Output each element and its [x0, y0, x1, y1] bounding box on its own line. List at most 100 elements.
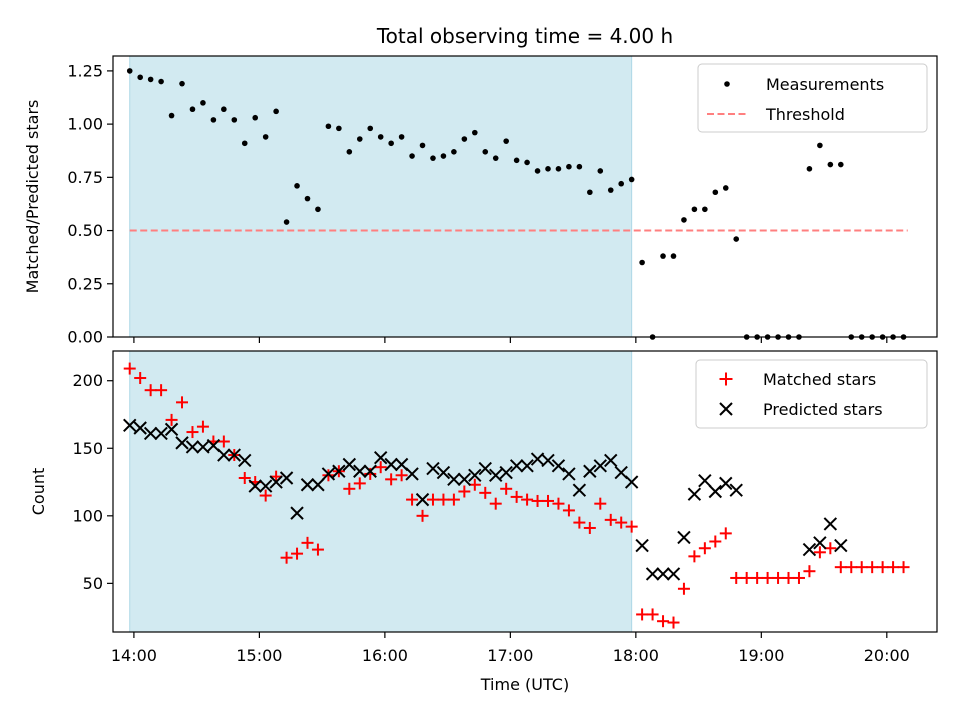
measurement-point — [126, 68, 133, 74]
top-ytick-label-5: 1.25 — [67, 61, 103, 80]
predicted-x-b — [698, 473, 712, 488]
measurement-point — [200, 100, 206, 106]
predicted-x-b — [384, 457, 398, 472]
predicted-x-b — [729, 483, 743, 497]
measurement-point — [712, 189, 719, 196]
xtick-label-4: 18:00 — [613, 646, 659, 665]
matched-star-point — [573, 516, 586, 529]
predicted-star-point — [248, 479, 262, 493]
bottom-observing-span — [129, 351, 633, 632]
predicted-x-b — [708, 484, 723, 499]
matched-star-point — [406, 493, 419, 506]
predicted-x-b — [436, 465, 451, 480]
matched-star-point — [845, 561, 858, 574]
predicted-star-point — [457, 472, 472, 487]
predicted-star-point — [290, 506, 304, 520]
matched-star-point — [792, 571, 805, 584]
predicted-x-b — [217, 448, 231, 462]
matched-star-point — [259, 489, 272, 502]
predicted-star-point — [509, 459, 524, 473]
predicted-star-point — [572, 483, 587, 497]
measurement-point — [492, 155, 499, 161]
matched-star-point — [751, 571, 764, 584]
predicted-x-b — [478, 461, 492, 476]
legend-predicted-marker — [719, 402, 733, 416]
xtick-label-6: 20:00 — [864, 646, 910, 665]
predicted-x-b — [311, 478, 325, 492]
predicted-x-b — [164, 422, 179, 437]
predicted-star-point — [823, 517, 838, 531]
top-ytick-label-0: 0.00 — [67, 328, 103, 347]
top-ytick-label-4: 1.00 — [67, 115, 103, 134]
predicted-x-b — [342, 457, 357, 472]
matched-star-point — [677, 582, 690, 595]
predicted-star-point — [311, 478, 325, 492]
matched-star-point — [782, 571, 795, 584]
bottom-y-axis: 50 100 150 200 — [72, 371, 113, 593]
predicted-x-b — [802, 542, 817, 557]
measurement-point — [691, 206, 698, 213]
legend-matched-marker — [719, 372, 733, 386]
predicted-star-point — [353, 464, 367, 478]
measurement-point — [503, 138, 509, 144]
matched-star-point — [531, 494, 544, 507]
measurement-point — [566, 163, 572, 170]
predicted-star-point — [624, 475, 639, 489]
predicted-star-point — [708, 484, 723, 499]
predicted-x-b — [300, 478, 315, 492]
matched-star-point — [625, 520, 638, 533]
matched-star-point — [510, 490, 523, 503]
predicted-x-b — [143, 426, 158, 441]
predicted-x-b — [353, 464, 367, 478]
measurement-point — [419, 142, 426, 149]
measurement-point — [430, 155, 436, 161]
measurement-point — [346, 148, 353, 155]
predicted-star-point — [415, 492, 430, 507]
matched-star-point — [196, 420, 209, 433]
predicted-x-b — [269, 475, 283, 489]
predicted-x-b — [206, 438, 221, 453]
measurement-point — [137, 74, 143, 81]
predicted-x-b — [373, 451, 388, 465]
matched-star-point — [562, 504, 575, 517]
matched-star-point — [583, 521, 596, 534]
matched-star-point — [186, 426, 199, 439]
measurement-point — [294, 183, 300, 189]
measurement-point — [147, 76, 154, 83]
matched-star-point — [740, 571, 753, 584]
predicted-star-point — [802, 542, 817, 557]
predicted-star-point — [645, 567, 660, 581]
matched-star-point — [855, 561, 868, 574]
xtick-label-2: 16:00 — [362, 646, 408, 665]
measurement-point — [722, 185, 729, 191]
matched-star-point — [604, 513, 617, 526]
matched-star-point — [594, 497, 607, 510]
predicted-x-b — [447, 472, 461, 487]
predicted-star-point — [143, 426, 158, 441]
measurement-point — [252, 114, 259, 121]
matched-star-point — [803, 565, 816, 578]
count-points — [123, 362, 910, 629]
matched-star-point — [887, 561, 900, 574]
matched-star-point — [772, 571, 785, 584]
matched-star-point — [144, 384, 157, 397]
matched-star-point — [521, 493, 534, 506]
matched-star-point — [458, 485, 471, 498]
predicted-star-point — [342, 457, 357, 472]
measurement-point — [221, 106, 227, 113]
matched-star-point — [876, 561, 889, 574]
predicted-star-point — [604, 453, 618, 468]
matched-star-point — [636, 608, 649, 621]
measurement-point — [168, 112, 175, 119]
measurement-point — [283, 219, 290, 225]
measurement-point — [482, 148, 489, 155]
legend-threshold-label: Threshold — [765, 105, 845, 124]
predicted-star-point — [363, 464, 377, 478]
measurement-point — [231, 117, 238, 123]
predicted-x-b — [457, 472, 472, 487]
predicted-x-b — [185, 440, 200, 454]
top-panel: 0.00 0.25 0.50 0.75 1.00 1.25 Matched/Predict… — [23, 55, 938, 347]
matched-star-point — [165, 413, 178, 426]
measurement-point — [210, 117, 217, 123]
predicted-x-b — [551, 459, 566, 473]
